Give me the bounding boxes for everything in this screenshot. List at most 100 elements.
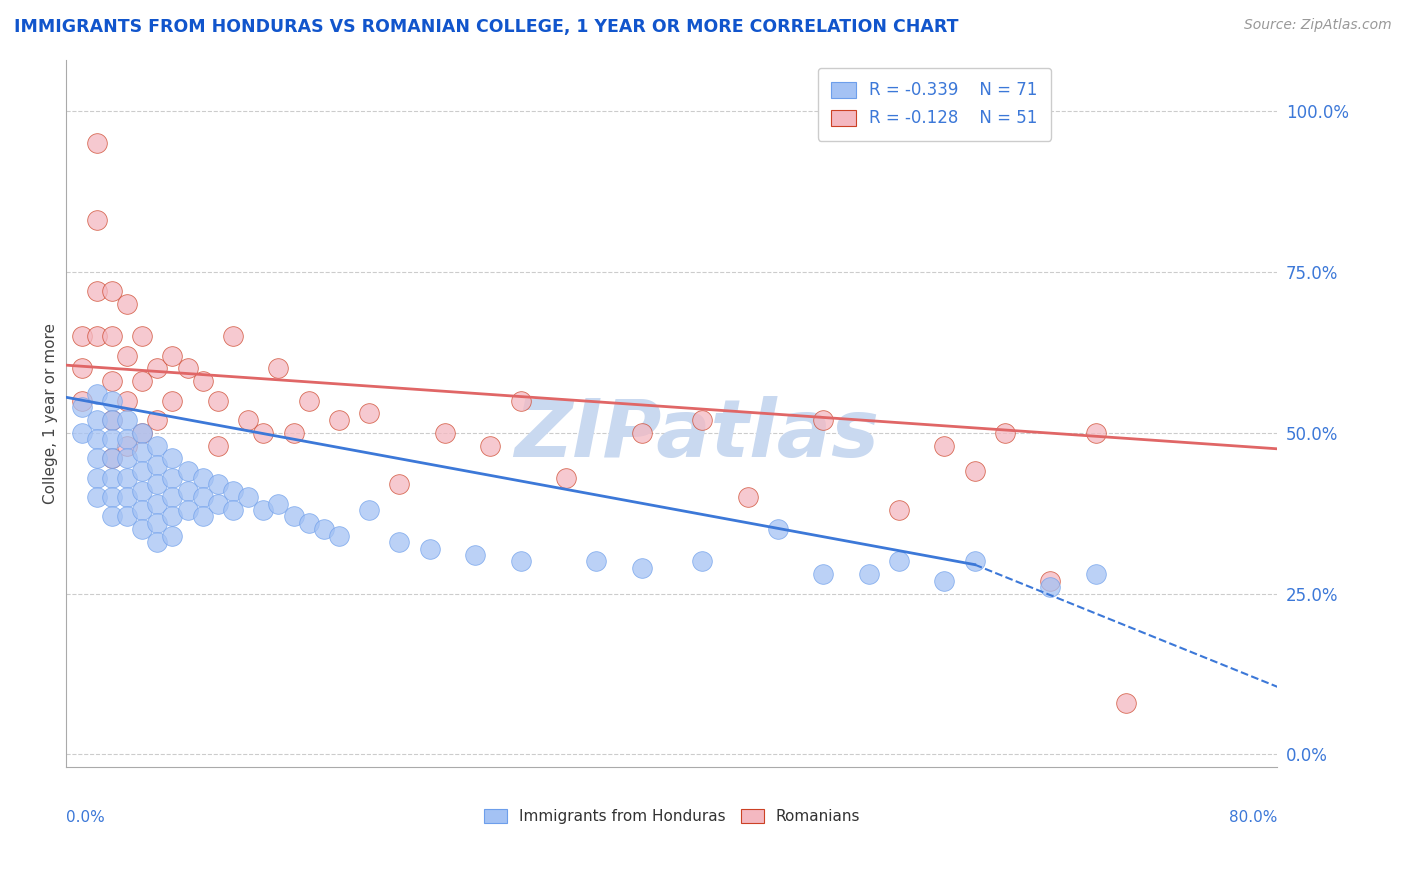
Point [101, 471, 124, 485]
Point [86, 284, 108, 298]
Point [191, 374, 214, 388]
Point [101, 509, 124, 524]
Point [813, 567, 835, 582]
Point [283, 425, 305, 440]
Point [737, 490, 759, 504]
Point [813, 413, 835, 427]
Point [131, 503, 153, 517]
Point [131, 522, 153, 536]
Point [86, 432, 108, 446]
Point [86, 136, 108, 151]
Y-axis label: College, 1 year or more: College, 1 year or more [44, 323, 58, 504]
Point [464, 548, 486, 562]
Point [630, 561, 652, 575]
Point [101, 413, 124, 427]
Point [131, 445, 153, 459]
Point [70, 393, 93, 408]
Point [359, 503, 381, 517]
Point [115, 451, 138, 466]
Point [162, 490, 184, 504]
Point [86, 490, 108, 504]
Point [176, 361, 198, 376]
Point [162, 471, 184, 485]
Point [162, 529, 184, 543]
Point [101, 413, 124, 427]
Point [101, 490, 124, 504]
Point [419, 541, 441, 556]
Point [70, 361, 93, 376]
Point [298, 393, 321, 408]
Point [115, 509, 138, 524]
Point [101, 393, 124, 408]
Point [236, 413, 259, 427]
Point [162, 393, 184, 408]
Point [86, 451, 108, 466]
Point [236, 490, 259, 504]
Point [146, 361, 169, 376]
Point [207, 477, 229, 491]
Point [934, 574, 956, 588]
Point [70, 425, 93, 440]
Point [191, 509, 214, 524]
Point [328, 529, 350, 543]
Point [101, 374, 124, 388]
Point [479, 439, 502, 453]
Point [146, 413, 169, 427]
Point [630, 425, 652, 440]
Point [101, 451, 124, 466]
Point [191, 490, 214, 504]
Point [131, 483, 153, 498]
Point [115, 471, 138, 485]
Text: IMMIGRANTS FROM HONDURAS VS ROMANIAN COLLEGE, 1 YEAR OR MORE CORRELATION CHART: IMMIGRANTS FROM HONDURAS VS ROMANIAN COL… [14, 18, 959, 36]
Point [509, 554, 531, 568]
Point [115, 349, 138, 363]
Point [963, 554, 986, 568]
Point [146, 458, 169, 472]
Point [766, 522, 789, 536]
Point [858, 567, 880, 582]
Point [207, 393, 229, 408]
Point [162, 451, 184, 466]
Point [86, 413, 108, 427]
Point [222, 503, 245, 517]
Point [115, 439, 138, 453]
Point [222, 483, 245, 498]
Point [328, 413, 350, 427]
Point [963, 464, 986, 478]
Point [934, 439, 956, 453]
Point [146, 535, 169, 549]
Point [131, 425, 153, 440]
Point [176, 464, 198, 478]
Point [176, 483, 198, 498]
Point [86, 387, 108, 401]
Point [994, 425, 1017, 440]
Point [359, 406, 381, 420]
Point [690, 413, 713, 427]
Point [86, 471, 108, 485]
Point [131, 374, 153, 388]
Point [146, 477, 169, 491]
Point [252, 425, 274, 440]
Point [298, 516, 321, 530]
Point [555, 471, 578, 485]
Point [115, 297, 138, 311]
Point [267, 361, 290, 376]
Point [162, 509, 184, 524]
Point [690, 554, 713, 568]
Point [585, 554, 607, 568]
Point [115, 393, 138, 408]
Point [115, 413, 138, 427]
Point [267, 496, 290, 510]
Point [207, 496, 229, 510]
Point [887, 554, 910, 568]
Point [509, 393, 531, 408]
Point [101, 284, 124, 298]
Point [1084, 425, 1107, 440]
Point [115, 432, 138, 446]
Point [86, 329, 108, 343]
Point [222, 329, 245, 343]
Point [388, 535, 411, 549]
Point [146, 516, 169, 530]
Text: ZIPatlas: ZIPatlas [513, 396, 879, 474]
Point [70, 329, 93, 343]
